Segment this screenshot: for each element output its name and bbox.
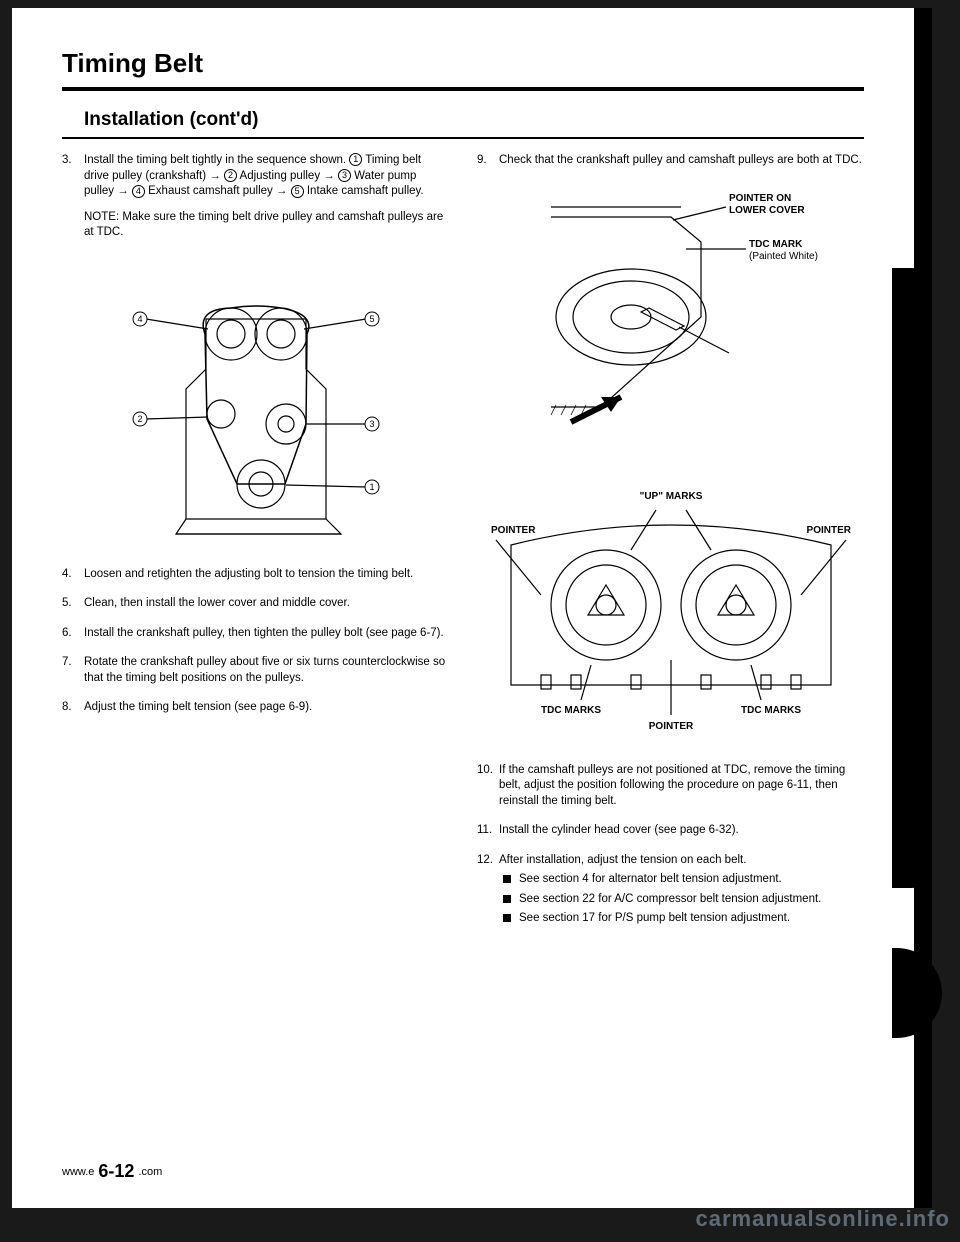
section-heading: Installation (cont'd): [84, 109, 864, 131]
figure-crank-pulley: POINTER ON LOWER COVER TDC MARK (Painted…: [477, 187, 864, 457]
label-tdc-mark: TDC MARK: [749, 239, 803, 250]
right-column: 9. Check that the crankshaft pulley and …: [477, 153, 864, 941]
step-number: 5.: [62, 596, 84, 612]
binder-bulge: [892, 948, 942, 1038]
step-text: Clean, then install the lower cover and …: [84, 596, 449, 612]
label-painted: (Painted White): [749, 251, 818, 262]
step-6: 6. Install the crankshaft pulley, then t…: [62, 626, 449, 642]
sub-bullet: See section 22 for A/C compressor belt t…: [503, 892, 864, 908]
step-8: 8. Adjust the timing belt tension (see p…: [62, 700, 449, 716]
step-number: 11.: [477, 823, 499, 839]
step-number: 6.: [62, 626, 84, 642]
bullet-icon: [503, 895, 511, 903]
label-pointer-on: POINTER ON: [729, 193, 791, 204]
step-text: Rotate the crankshaft pulley about five …: [84, 655, 449, 686]
rule-thin: [62, 137, 864, 139]
step-11: 11. Install the cylinder head cover (see…: [477, 823, 864, 839]
step-number: 3.: [62, 153, 84, 241]
label-pointer-bottom: POINTER: [648, 721, 693, 732]
label-5: 5: [369, 314, 374, 324]
step-12-lead: After installation, adjust the tension o…: [499, 854, 746, 866]
sub-bullet: See section 4 for alternator belt tensio…: [503, 872, 864, 888]
step-3: 3. Install the timing belt tightly in th…: [62, 153, 449, 241]
step-text: Loosen and retighten the adjusting bolt …: [84, 567, 449, 583]
step-text: Check that the crankshaft pulley and cam…: [499, 153, 864, 169]
figure-pulley-routing: 4 5 3 2 1: [62, 259, 449, 549]
label-pointer-right: POINTER: [806, 525, 851, 536]
label-1: 1: [369, 482, 374, 492]
step-number: 12.: [477, 853, 499, 927]
step-body: Install the timing belt tightly in the s…: [84, 154, 424, 197]
step-text: If the camshaft pulleys are not position…: [499, 763, 864, 810]
step-number: 7.: [62, 655, 84, 686]
step-7: 7. Rotate the crankshaft pulley about fi…: [62, 655, 449, 686]
footer-site-suffix: .com: [138, 1166, 162, 1178]
watermark: carmanualsonline.info: [696, 1206, 951, 1232]
step-number: 10.: [477, 763, 499, 810]
rule-thick: [62, 87, 864, 91]
step-9: 9. Check that the crankshaft pulley and …: [477, 153, 864, 169]
sub-text: See section 22 for A/C compressor belt t…: [519, 892, 864, 908]
label-lower-cover: LOWER COVER: [729, 205, 805, 216]
step-text: After installation, adjust the tension o…: [499, 853, 864, 927]
step-text: Install the cylinder head cover (see pag…: [499, 823, 864, 839]
page-title: Timing Belt: [62, 48, 864, 79]
step-4: 4. Loosen and retighten the adjusting bo…: [62, 567, 449, 583]
step-number: 9.: [477, 153, 499, 169]
step-text: Install the timing belt tightly in the s…: [84, 153, 449, 241]
bullet-icon: [503, 875, 511, 883]
step-text: Adjust the timing belt tension (see page…: [84, 700, 449, 716]
step-text: Install the crankshaft pulley, then tigh…: [84, 626, 449, 642]
sub-text: See section 4 for alternator belt tensio…: [519, 872, 864, 888]
two-column-layout: 3. Install the timing belt tightly in th…: [62, 153, 864, 941]
step-number: 8.: [62, 700, 84, 716]
binder-tab: [892, 268, 932, 888]
label-3: 3: [369, 419, 374, 429]
label-tdc-left: TDC MARKS: [541, 705, 601, 716]
page-footer: www.e 6-12 .com: [62, 1161, 162, 1182]
bullet-icon: [503, 914, 511, 922]
left-column: 3. Install the timing belt tightly in th…: [62, 153, 449, 941]
page-number: 6-12: [98, 1161, 134, 1182]
label-pointer-left: POINTER: [491, 525, 536, 536]
step-number: 4.: [62, 567, 84, 583]
page: Timing Belt Installation (cont'd) 3. Ins…: [12, 8, 932, 1208]
footer-site-prefix: www.e: [62, 1166, 94, 1178]
sub-text: See section 17 for P/S pump belt tension…: [519, 911, 864, 927]
step-note: NOTE: Make sure the timing belt drive pu…: [84, 210, 449, 241]
step-10: 10. If the camshaft pulleys are not posi…: [477, 763, 864, 810]
label-up-marks: "UP" MARKS: [639, 491, 702, 502]
step-12: 12. After installation, adjust the tensi…: [477, 853, 864, 927]
label-2: 2: [137, 414, 142, 424]
figure-camshaft-pulleys: "UP" MARKS POINTER POINTER TDC MARKS TDC…: [477, 475, 864, 745]
step-5: 5. Clean, then install the lower cover a…: [62, 596, 449, 612]
label-tdc-right: TDC MARKS: [741, 705, 801, 716]
label-4: 4: [137, 314, 142, 324]
sub-bullet: See section 17 for P/S pump belt tension…: [503, 911, 864, 927]
